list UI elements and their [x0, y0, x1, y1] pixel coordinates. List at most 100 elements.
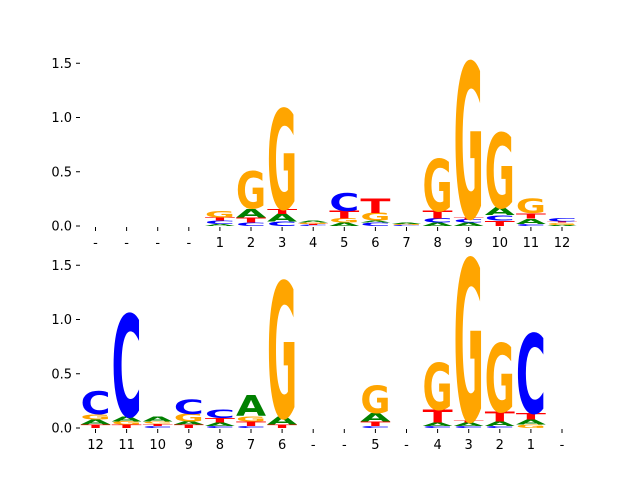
logo-letter-G: G — [516, 195, 546, 217]
x-tick-label: 4 — [309, 236, 317, 251]
x-tick-label: - — [404, 438, 409, 453]
y-tick-label: 1.0 — [51, 313, 72, 328]
logo-letter-C: C — [485, 425, 515, 428]
logo-letter-A: A — [205, 422, 236, 427]
logo-letter-T: T — [516, 212, 547, 220]
logo-letter-C: C — [454, 219, 484, 224]
y-tick-label: 0.5 — [51, 165, 72, 180]
x-tick-label: 1 — [216, 236, 224, 251]
logo-letter-A: A — [298, 220, 329, 224]
logo-letter-G: G — [360, 211, 390, 223]
x-tick-label: 6 — [371, 236, 379, 251]
x-tick-label: 4 — [433, 438, 441, 453]
logo-letter-G: G — [485, 114, 515, 233]
x-tick-label: 7 — [247, 438, 255, 453]
x-tick-label: 3 — [278, 236, 286, 251]
logo-letter-T: T — [236, 421, 267, 428]
y-tick-label: 0.0 — [51, 422, 72, 437]
x-tick-label: 11 — [118, 438, 135, 453]
x-tick-label: 9 — [185, 438, 193, 453]
logo-letter-C: C — [454, 425, 484, 428]
x-tick-label: 7 — [402, 236, 410, 251]
logo-letter-G: G — [298, 223, 328, 225]
logo-letter-A: A — [267, 212, 297, 224]
y-tick-label: 1.0 — [51, 111, 72, 126]
logo-letter-G: G — [236, 163, 266, 221]
logo-letter-T: T — [485, 219, 516, 227]
logo-letter-G: G — [391, 224, 421, 226]
logo-letter-T: T — [143, 423, 174, 426]
logo-letter-G: G — [267, 245, 297, 461]
logo-letter-T: T — [360, 195, 391, 218]
logo-letter-C: C — [205, 408, 235, 422]
logo-letter-C: C — [485, 214, 515, 223]
logo-letter-A: A — [205, 223, 236, 227]
logo-letter-G: G — [143, 421, 173, 424]
x-tick-label: 3 — [465, 438, 473, 453]
logo-letter-T: T — [80, 424, 111, 429]
logo-letter-G: G — [516, 424, 546, 429]
logo-letter-T: T — [298, 224, 329, 226]
x-tick-label: 5 — [340, 236, 348, 251]
x-tick-label: 11 — [523, 236, 540, 251]
logo-letter-G: G — [80, 413, 110, 422]
logo-letter-C: C — [143, 425, 173, 428]
logo-letter-C: C — [298, 225, 328, 227]
x-tick-label: 2 — [496, 438, 504, 453]
logo-letter-G: G — [454, 19, 484, 267]
logo-letter-A: A — [80, 418, 111, 427]
y-tick-label: 0.0 — [51, 220, 72, 235]
x-tick-label: - — [311, 438, 316, 453]
logo-letter-G: G — [267, 82, 297, 242]
logo-letter-A: A — [236, 390, 267, 423]
logo-letter-T: T — [360, 421, 391, 428]
x-tick-label: 12 — [554, 236, 571, 251]
logo-letter-T: T — [112, 424, 143, 429]
logo-letter-G: G — [205, 209, 235, 219]
logo-panel-top: 0.00.51.01.5- - - -1 2 3 4 5 6 7 8 9 10 11 12ACTGCTAGC… — [51, 19, 578, 267]
logo-letter-C: C — [360, 425, 390, 428]
logo-letter-C: C — [360, 222, 390, 227]
logo-letter-T: T — [423, 209, 453, 221]
logo-letter-C: C — [267, 221, 297, 228]
logo-letter-A: A — [423, 222, 454, 227]
logo-letter-A: A — [485, 420, 516, 427]
logo-letter-C: C — [423, 217, 453, 224]
logo-letter-A: A — [391, 222, 422, 224]
x-tick-label: - — [342, 438, 347, 453]
logo-letter-C: C — [236, 222, 266, 227]
y-tick-label: 1.5 — [51, 57, 72, 72]
logo-letter-A: A — [547, 225, 578, 227]
logo-letter-T: T — [267, 424, 298, 429]
logo-letter-A: A — [174, 421, 205, 426]
logo-letter-A: A — [236, 206, 267, 220]
logo-letter-G: G — [360, 379, 390, 422]
logo-letter-G: G — [423, 352, 453, 426]
logo-letter-T: T — [423, 406, 453, 427]
logo-letter-T: T — [205, 417, 236, 424]
logo-letter-G: G — [423, 145, 453, 228]
logo-letter-C: C — [391, 225, 421, 227]
logo-letter-A: A — [360, 220, 391, 224]
logo-letter-C: C — [80, 385, 110, 422]
x-tick-label: - — [560, 438, 565, 453]
logo-letter-A: A — [112, 415, 143, 424]
y-tick-label: 1.5 — [51, 259, 72, 274]
logo-letter-A: A — [267, 415, 297, 427]
logo-letter-A: A — [423, 422, 454, 427]
logo-letter-G: G — [547, 222, 577, 225]
x-tick-label: - — [186, 236, 191, 251]
logo-letter-G: G — [454, 217, 484, 474]
logo-letter-C: C — [174, 396, 204, 419]
logo-letter-G: G — [485, 325, 515, 434]
logo-letter-T: T — [174, 424, 205, 429]
x-tick-label: 12 — [87, 438, 104, 453]
logo-letter-C: C — [329, 188, 359, 218]
logo-letter-C: C — [236, 425, 266, 428]
x-tick-label: - — [124, 236, 129, 251]
logo-letter-A: A — [516, 418, 547, 427]
x-tick-label: 5 — [371, 438, 379, 453]
logo-letter-G: G — [112, 421, 142, 426]
